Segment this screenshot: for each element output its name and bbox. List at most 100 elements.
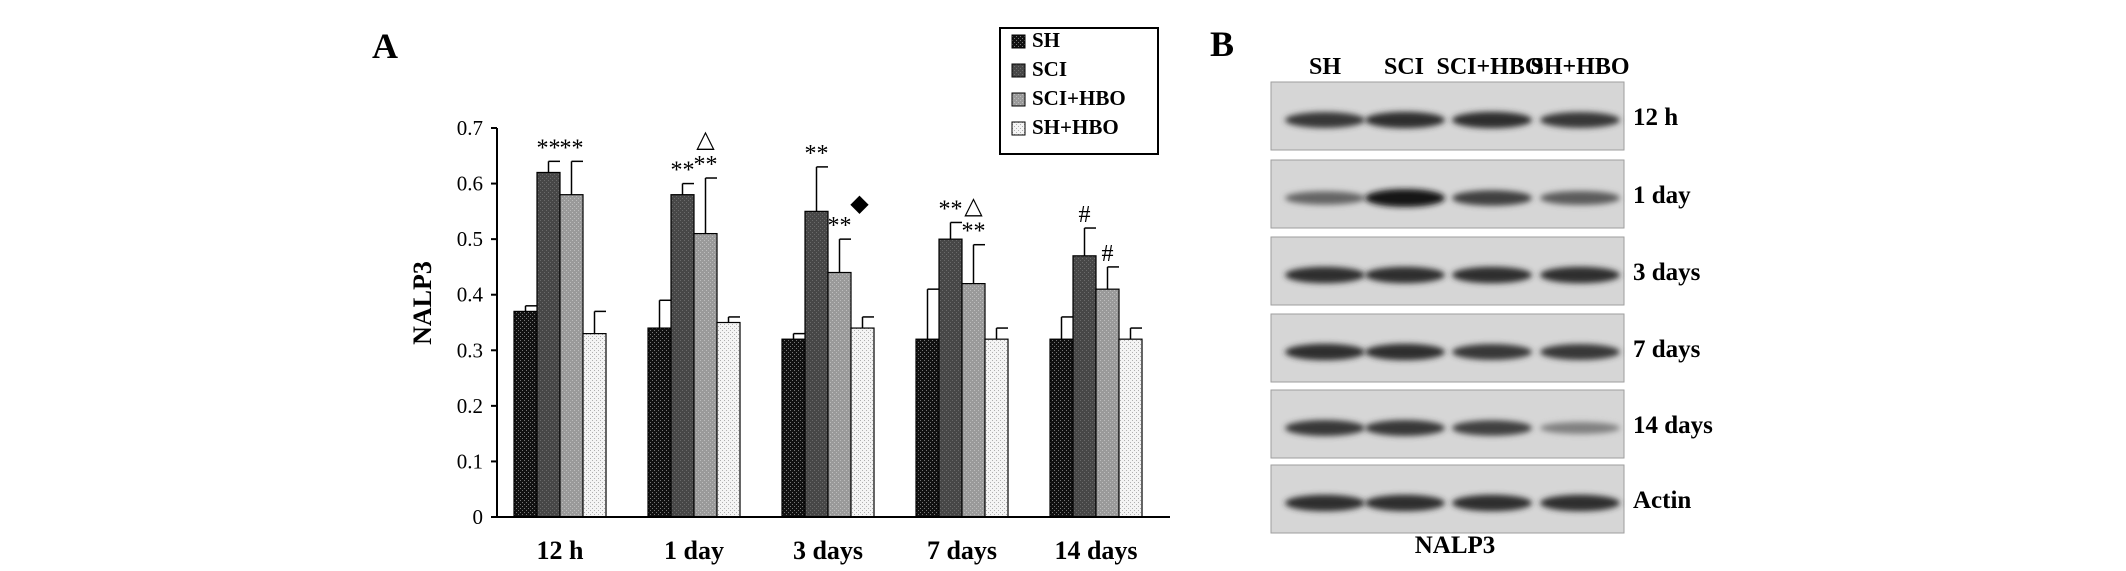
- bar-sh-hbo: [716, 321, 741, 518]
- x-category-label: 7 days: [927, 536, 997, 565]
- y-tick-label: 0.2: [457, 394, 483, 418]
- x-category-label: 3 days: [793, 536, 863, 565]
- blot-row-label: 14 days: [1633, 412, 1713, 439]
- significance-mark: **: [537, 135, 561, 161]
- bar-sci: [1072, 255, 1097, 518]
- blot-row-label: Actin: [1633, 487, 1691, 514]
- blot-band: [1540, 494, 1620, 512]
- significance-mark: **: [694, 152, 718, 178]
- significance-marks: ** **** **△****◆ ****△ ##: [537, 127, 1114, 267]
- blot-band: [1540, 112, 1620, 128]
- significance-mark: **: [805, 141, 829, 167]
- bar-sh: [915, 338, 940, 518]
- bar-sh-hbo: [1118, 338, 1143, 518]
- legend-box: [999, 27, 1159, 155]
- bar-sh-hbo: [582, 333, 607, 518]
- blot-band: [1452, 344, 1532, 360]
- significance-mark: ◆: [850, 191, 869, 217]
- blot-row-label: 7 days: [1633, 336, 1701, 363]
- x-category-label: 1 day: [664, 536, 724, 565]
- significance-mark: △: [964, 194, 983, 220]
- blot-band: [1540, 344, 1620, 360]
- blot-band: [1540, 266, 1620, 284]
- bar-sh: [647, 327, 672, 518]
- blot-band: [1452, 420, 1532, 436]
- blot-band: [1365, 266, 1445, 284]
- bar-sci-hbo: [827, 271, 852, 518]
- bar-sci-hbo: [1095, 288, 1120, 518]
- significance-mark: **: [939, 196, 963, 222]
- bar-sci-hbo: [559, 194, 584, 518]
- blot-row-label: 3 days: [1633, 259, 1701, 286]
- legend-label: SH: [1032, 28, 1060, 52]
- significance-mark: **: [962, 219, 986, 245]
- x-category-labels: 12 h 1 day 3 days 7 days 14 days: [537, 536, 1138, 565]
- bar-sh-hbo: [850, 327, 875, 518]
- blot-band: [1365, 343, 1445, 361]
- significance-mark: #: [1079, 202, 1091, 228]
- bar-sh: [1049, 338, 1074, 518]
- legend-swatch: [1011, 92, 1026, 107]
- blot-band: [1285, 191, 1365, 205]
- bar-sci: [938, 238, 963, 518]
- y-tick-label: 0.1: [457, 449, 483, 473]
- bar-sci-hbo: [961, 283, 986, 518]
- blot-lane-label: SCI+HBO: [1436, 54, 1543, 80]
- significance-mark: **: [560, 135, 584, 161]
- bar-sci: [536, 171, 561, 518]
- blot-band: [1452, 190, 1532, 206]
- y-tick-label: 0.4: [457, 283, 484, 307]
- y-tick-label: 0.5: [457, 227, 483, 251]
- blot-band: [1285, 343, 1365, 361]
- blot-band: [1452, 266, 1532, 284]
- significance-mark: #: [1102, 241, 1114, 267]
- y-ticks: 0 0.1 0.2 0.3 0.4 0.5 0.6 0.7: [457, 116, 497, 529]
- bar-sh: [781, 338, 806, 518]
- bar-sci: [804, 210, 829, 518]
- blot-lane-label: SCI: [1384, 54, 1424, 80]
- blot-caption: NALP3: [1415, 532, 1496, 559]
- x-category-label: 12 h: [537, 536, 585, 565]
- y-axis-label: NALP3: [408, 261, 437, 345]
- axes: [496, 128, 1170, 518]
- significance-mark: **: [828, 213, 852, 239]
- legend-swatch: [1011, 34, 1026, 49]
- bar-sci-hbo: [693, 232, 718, 518]
- y-tick-label: 0.7: [457, 116, 483, 140]
- blot-band: [1365, 494, 1445, 512]
- significance-mark: **: [671, 158, 695, 184]
- y-tick-label: 0.6: [457, 172, 483, 196]
- error-bars: [524, 160, 1142, 340]
- bar-sh: [513, 310, 538, 518]
- blot-band: [1365, 111, 1445, 129]
- blot-row-label: 12 h: [1633, 104, 1678, 131]
- legend-label: SCI: [1032, 57, 1067, 81]
- blot-lane-label: SH: [1309, 54, 1341, 80]
- blot-band: [1452, 494, 1532, 512]
- significance-mark: △: [696, 127, 715, 153]
- blot-row-label: 1 day: [1633, 182, 1691, 209]
- legend: SH SCI SCI+HBO SH+HBO: [999, 27, 1159, 155]
- blot-band: [1540, 191, 1620, 205]
- legend-swatch: [1011, 63, 1026, 78]
- blot-lane-label: SH+HBO: [1530, 54, 1629, 80]
- blot-band: [1285, 266, 1365, 284]
- blot-band: [1452, 111, 1532, 129]
- blot-band: [1285, 494, 1365, 512]
- x-category-label: 14 days: [1054, 536, 1137, 565]
- panel-a-letter: A: [372, 26, 398, 66]
- panel-b-letter: B: [1210, 24, 1234, 64]
- bar-sh-hbo: [984, 338, 1009, 518]
- legend-label: SH+HBO: [1032, 115, 1119, 139]
- legend-swatch: [1011, 121, 1026, 136]
- y-tick-label: 0: [473, 505, 484, 529]
- blot-band: [1285, 112, 1365, 128]
- bar-sci: [670, 194, 695, 518]
- blot-band: [1285, 420, 1365, 436]
- blot-band: [1540, 422, 1620, 434]
- legend-label: SCI+HBO: [1032, 86, 1126, 110]
- blot-band: [1365, 189, 1445, 207]
- blot-band: [1365, 420, 1445, 436]
